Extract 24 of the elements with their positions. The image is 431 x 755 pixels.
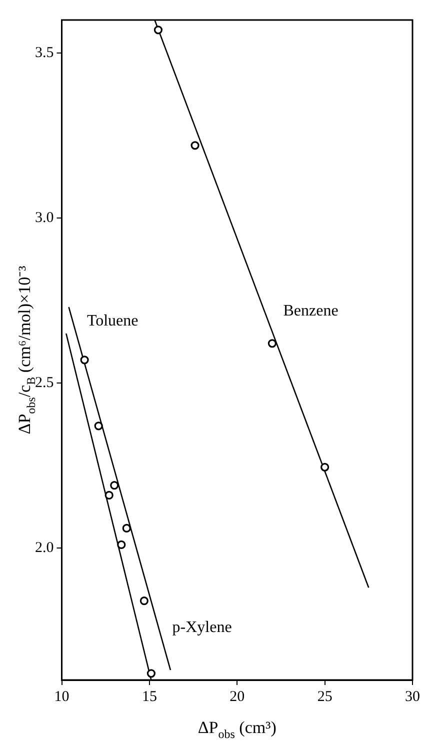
annotation: Toluene	[86, 312, 138, 330]
point	[122, 524, 131, 532]
annotation: p-Xylene	[172, 619, 232, 636]
y-tick-label: 3.0	[35, 210, 54, 226]
x-tick-label: 10	[54, 688, 70, 705]
y-tick-label: 3.5	[35, 44, 54, 61]
y-tick-label: 2.5	[35, 374, 54, 391]
y-tick-label: 2.0	[35, 540, 54, 556]
point	[190, 141, 200, 150]
point	[320, 462, 330, 472]
point	[154, 26, 163, 34]
x-tick-label: 20	[230, 688, 245, 705]
point	[94, 422, 103, 430]
point	[146, 669, 156, 678]
x-tick-label: 30	[405, 688, 420, 705]
point	[268, 339, 276, 348]
point	[117, 540, 126, 549]
point	[104, 490, 114, 500]
point	[80, 356, 89, 364]
x-tick-label: 15	[142, 688, 157, 705]
annotation: Benzene	[283, 302, 338, 320]
point	[110, 481, 119, 490]
point	[140, 596, 148, 606]
x-tick-label: 25	[317, 688, 332, 705]
